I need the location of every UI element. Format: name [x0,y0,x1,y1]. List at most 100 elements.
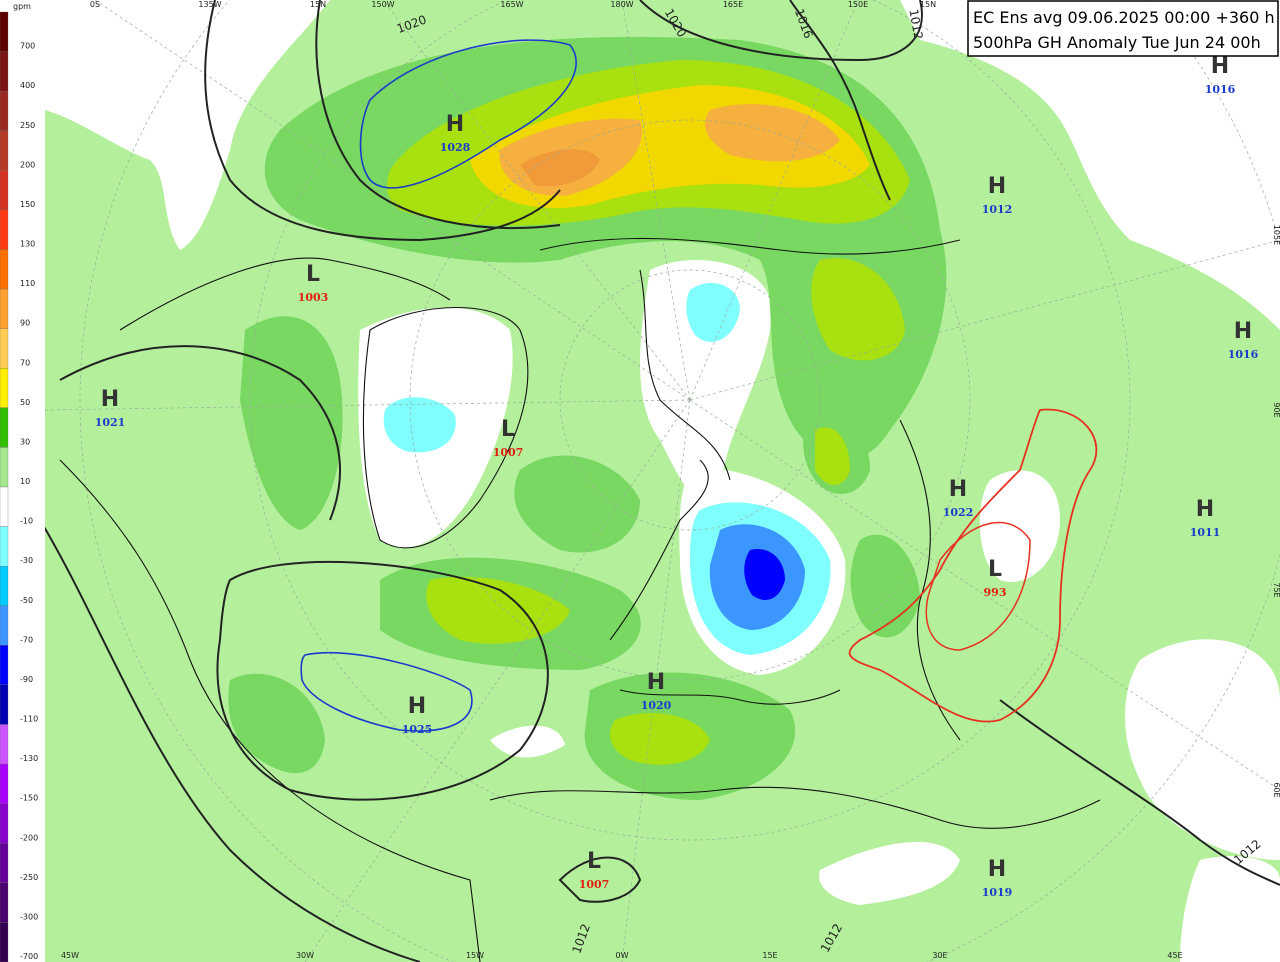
colorbar-swatch [0,368,9,408]
center-letter: H [101,387,119,412]
colorbar-swatch [0,11,9,52]
center-letter: H [949,477,967,502]
right-edge-label: 60E [1272,782,1280,797]
colorbar-swatch [0,526,9,567]
colorbar-swatch [0,605,9,646]
center-value: 1007 [493,446,524,459]
colorbar-label: 70 [20,358,30,367]
coastlines [59,237,1101,962]
center-value: 1021 [95,416,126,429]
right-edge-label: 75E [1272,582,1280,597]
colorbar-swatch [0,51,9,92]
center-value: 1012 [982,203,1013,216]
pressure-centers: H 1028 H 1016 H 1012 L 1003 H 1021 L 1007 H 1016 H 1022… [95,54,1259,899]
colorbar-swatch [0,328,9,369]
colorbar-swatch [0,91,9,131]
colorbar-label: -150 [20,794,38,803]
center-value: 1016 [1205,83,1236,96]
bottom-edge-label: 0W [616,951,629,960]
colorbar-label: -250 [20,873,38,882]
colorbar-label: 50 [20,398,30,407]
colorbar-label: 30 [20,437,30,446]
top-edge-label: 180W [610,0,633,9]
bottom-edge-label: 15W [466,951,484,960]
colorbar-swatch [0,170,9,211]
center-value: 1022 [943,506,974,519]
colorbar-swatch [0,763,9,804]
colorbar-swatch [0,486,9,527]
colorbar-swatch [0,803,9,844]
bottom-edge-label: 45W [61,951,79,960]
isobar-label: 1012 [906,8,925,41]
header-box [967,0,1279,57]
top-edge-label: 15N [920,0,936,9]
bottom-edge-label: 15E [762,951,777,960]
colorbar-label: 200 [20,160,35,169]
colorbar-label: -300 [20,912,38,921]
header-line1: EC Ens avg 09.06.2025 00:00 +360 h [973,8,1275,27]
bottom-edge-label: 30W [296,951,314,960]
colorbar-label: 10 [20,477,30,486]
negative-anomaly [383,282,831,655]
colorbar-swatch [0,645,9,686]
center-value: 1011 [1190,526,1221,539]
header-line2: 500hPa GH Anomaly Tue Jun 24 00h [973,33,1261,52]
colorbar-swatch [0,882,9,923]
colorbar-label: 700 [20,42,35,51]
top-edge-label: 150E [848,0,868,9]
colorbar: gpm 700 400 250 200 150 130 110 90 70 50 30 10 -10 -3… [0,0,45,962]
colorbar-label: 400 [20,81,35,90]
colorbar-label: -200 [20,833,38,842]
center-letter: H [647,670,665,695]
colorbar-label: -110 [20,715,38,724]
bottom-edge-label: 45E [1167,951,1182,960]
top-edge-label: 15N [310,0,326,9]
positive-anomaly-70 [470,85,870,208]
right-edge-label: 105E [1272,225,1280,245]
top-edge-label: 165W [500,0,523,9]
center-value: 1016 [1228,348,1259,361]
colorbar-label: -30 [20,556,33,565]
colorbar-label: -50 [20,596,33,605]
center-letter: L [587,849,601,874]
center-letter: L [988,557,1002,582]
colorbar-swatch [0,447,9,488]
colorbar-swatch [0,724,9,765]
center-letter: H [988,857,1006,882]
top-edge-label: 135W [198,0,221,9]
center-value: 1025 [402,723,433,736]
center-letter: H [1211,54,1229,79]
edge-labels: 0S 135W 15N 150W 165W 180W 165E 150E 15N 45W 30W 15… [61,0,1280,960]
colorbar-label: -700 [20,952,38,961]
center-letter: H [988,174,1006,199]
colorbar-label: 250 [20,121,35,130]
bottom-edge-label: 30E [932,951,947,960]
colorbar-label: -90 [20,675,33,684]
center-letter: H [1234,319,1252,344]
colorbar-label: 130 [20,240,35,249]
right-edge-label: 90E [1272,402,1280,417]
colorbar-swatch [0,566,9,606]
top-edge-label: 150W [371,0,394,9]
colorbar-swatch [0,684,9,725]
colorbar-swatch [0,407,9,448]
center-value: 1003 [298,291,329,304]
center-letter: H [1196,497,1214,522]
colorbar-label: 150 [20,200,35,209]
center-value: 1019 [982,886,1013,899]
center-letter: L [501,417,515,442]
center-value: 993 [984,586,1007,599]
top-edge-label: 165E [723,0,743,9]
colorbar-swatch [0,130,9,171]
center-letter: H [408,694,426,719]
colorbar-label: -130 [20,754,38,763]
center-value: 1028 [440,141,471,154]
colorbar-swatch [0,249,9,290]
center-letter: H [446,112,464,137]
colorbar-swatch [0,843,9,883]
colorbar-label: -10 [20,517,33,526]
colorbar-unit: gpm [13,2,31,11]
center-letter: L [306,262,320,287]
colorbar-swatch [0,922,9,962]
